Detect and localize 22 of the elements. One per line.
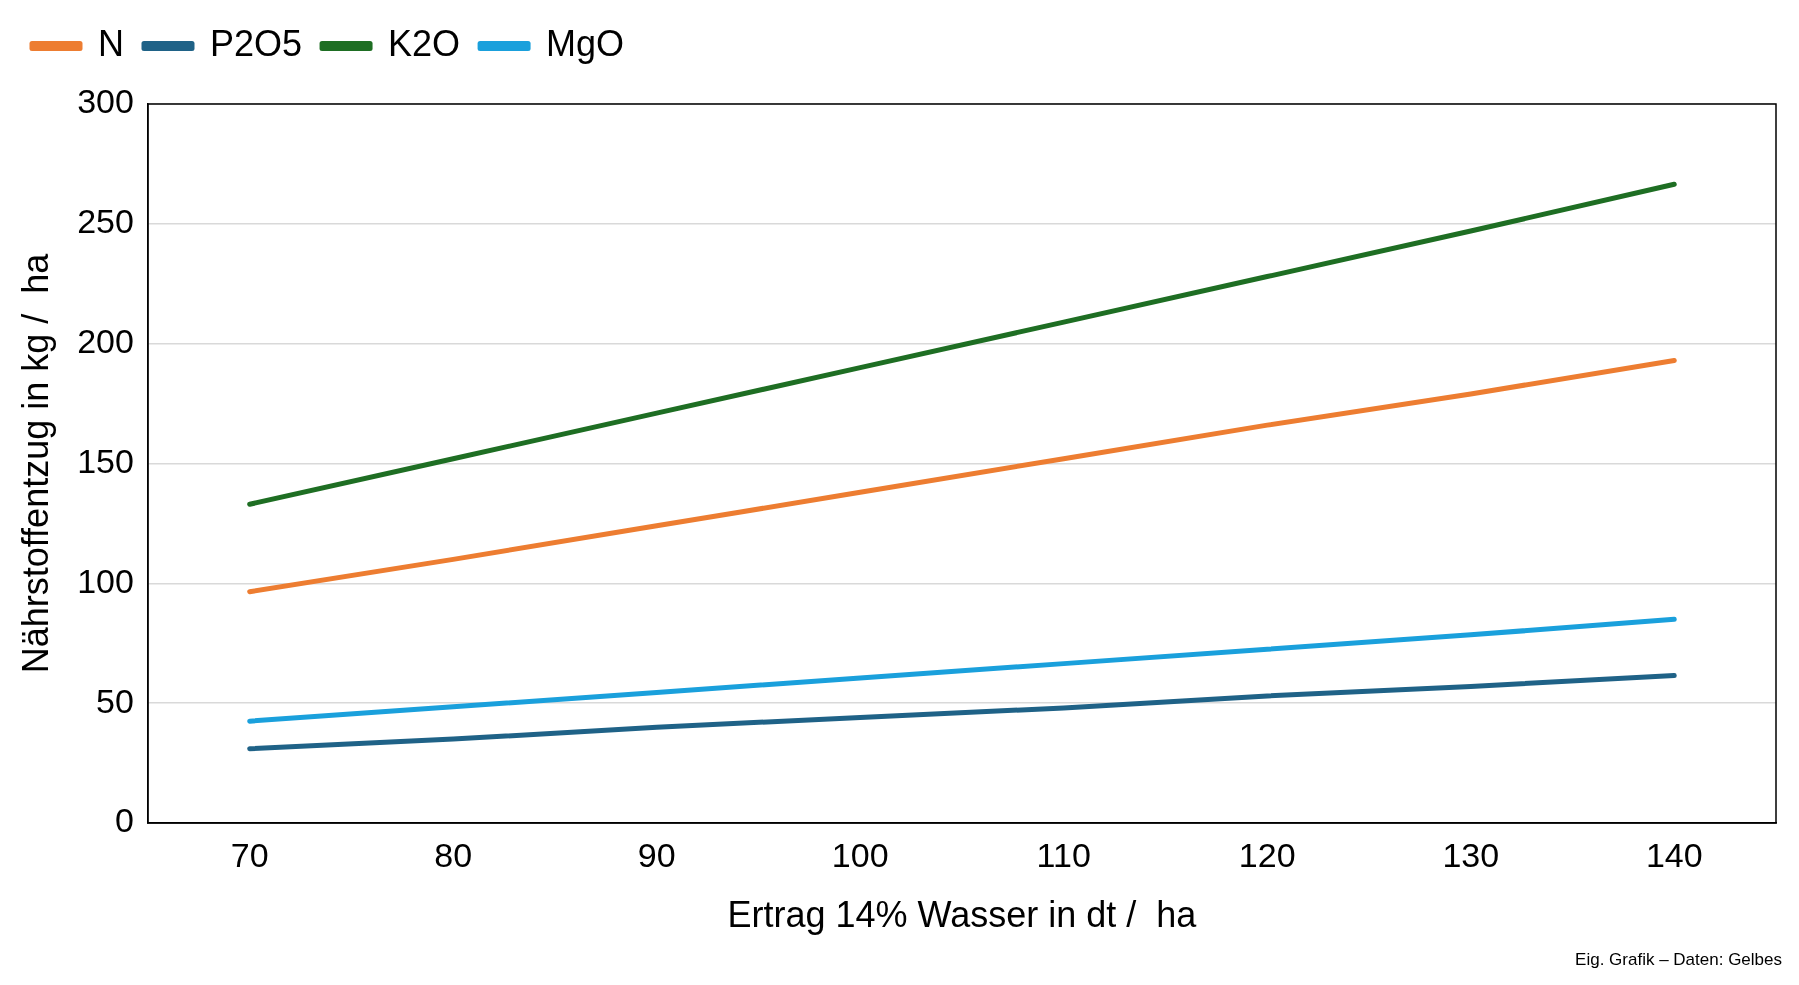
x-axis-title: Ertrag 14% Wasser in dt / ha bbox=[727, 894, 1198, 936]
text: Eig. Grafik – Daten: Gelbes bbox=[1575, 950, 1782, 970]
y-tick-label: 0 bbox=[115, 801, 134, 840]
y-tick-label: 150 bbox=[77, 441, 134, 480]
y-tick-label: 50 bbox=[96, 681, 134, 720]
x-tick-label: 130 bbox=[1442, 835, 1500, 874]
legend-label: N bbox=[98, 22, 124, 64]
legend-label: P2O5 bbox=[210, 22, 303, 64]
x-tick-label: 80 bbox=[434, 835, 473, 874]
x-tick-label: 140 bbox=[1645, 835, 1703, 874]
x-tick-label: 120 bbox=[1238, 835, 1296, 874]
y-tick-label: 300 bbox=[77, 82, 134, 121]
x-tick-label: 110 bbox=[1036, 835, 1091, 874]
x-tick-label: 70 bbox=[230, 835, 269, 874]
y-axis-title: Nährstoffentzug in kg / ha bbox=[14, 252, 56, 674]
y-tick-label: 200 bbox=[77, 322, 134, 361]
legend-label: K2O bbox=[388, 22, 461, 64]
y-tick-label: 250 bbox=[77, 202, 134, 241]
y-tick-label: 100 bbox=[77, 561, 134, 600]
x-tick-label: 90 bbox=[637, 835, 676, 874]
legend-label: MgO bbox=[546, 22, 625, 64]
x-tick-label: 100 bbox=[831, 835, 889, 874]
